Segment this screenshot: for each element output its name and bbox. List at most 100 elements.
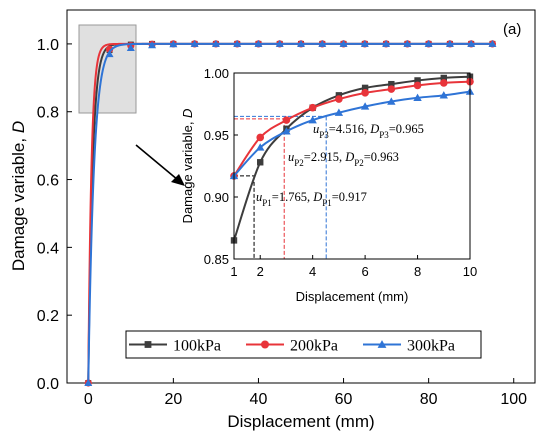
inset-x-axis-label: Displacement (mm)	[296, 289, 409, 304]
main-data-point	[126, 43, 135, 51]
inset-y-tick-label: 0.85	[204, 252, 229, 267]
main-y-tick-label: 0.8	[37, 105, 59, 122]
inset-x-tick-label: 8	[414, 264, 421, 279]
annotation-part: P2	[354, 158, 364, 168]
annotation-part: P3	[319, 130, 329, 140]
inset-x-tick-label: 1	[230, 264, 237, 279]
inset-annotation-label: uP2=2.915, DP2=0.963	[288, 150, 399, 168]
inset-data-point	[440, 74, 447, 82]
inset-series-line	[233, 90, 471, 177]
annotation-part: P2	[294, 158, 304, 168]
inset-y-tick-label: 1.00	[204, 66, 229, 81]
main-y-axis-label: Damage variable, D	[9, 121, 28, 271]
main-data-point	[403, 39, 412, 47]
legend-box	[125, 330, 482, 359]
inset-y-tick-label: 0.90	[204, 190, 229, 205]
main-data-point	[105, 50, 114, 58]
main-data-point	[339, 39, 348, 47]
inset-series-line	[233, 80, 471, 177]
main-data-point	[445, 39, 454, 47]
inset-x-tick-label: 4	[309, 264, 316, 279]
legend-swatch-marker	[377, 340, 387, 348]
main-data-point	[275, 39, 284, 47]
inset-y-axis-label-text: Damage variable,	[180, 118, 195, 224]
main-data-point	[211, 39, 220, 47]
main-y-tick-label: 0.4	[37, 240, 59, 257]
annotation-part: =2.915,	[304, 150, 345, 164]
annotation-part: =4.516,	[329, 122, 370, 136]
main-data-point	[233, 39, 242, 47]
inset-plot-frame	[233, 72, 471, 260]
inset-data-point	[387, 85, 396, 93]
main-data-point	[467, 39, 476, 47]
inset-data-point	[256, 143, 265, 151]
main-series-line	[87, 42, 493, 384]
main-plot-frame	[66, 9, 536, 384]
main-y-tick-label: 1.0	[37, 37, 59, 54]
inset-data-point	[413, 93, 422, 101]
main-axis-ticks: 0 20 40 60 80 100 0.0 0.2 0.4 0.6 0.8 1.0	[37, 37, 527, 408]
inset-data-point	[256, 133, 265, 142]
inset-data-point	[361, 84, 369, 92]
main-y-tick-label: 0.2	[37, 308, 59, 325]
main-data-point	[297, 39, 305, 47]
inset-y-tick-label: 0.95	[204, 128, 229, 143]
main-x-tick-label: 80	[420, 391, 438, 408]
inset-data-point	[414, 77, 421, 84]
annotation-part: u	[288, 150, 294, 164]
inset-annotation-label: uP3=4.516, DP3=0.965	[313, 122, 424, 140]
annotation-part: D	[369, 122, 379, 136]
inset-annotation-label: uP1=1.765, DP1=0.917	[256, 190, 367, 208]
main-data-point	[254, 39, 263, 47]
inset-data-point	[335, 95, 343, 103]
main-data-point	[190, 39, 199, 47]
inset-data-point	[308, 103, 317, 112]
inset-data-point	[387, 97, 396, 105]
annotation-part: =0.965	[389, 122, 424, 136]
main-x-tick-label: 0	[84, 391, 93, 408]
inset-y-axis-label-symbol: D	[180, 109, 195, 118]
main-y-axis-label-symbol: D	[9, 121, 28, 133]
inset-data-point	[388, 80, 395, 88]
inset-x-tick-label: 2	[257, 264, 264, 279]
main-y-tick-label: 0.6	[37, 173, 59, 190]
annotation-part: =0.917	[332, 190, 367, 204]
annotation-part: P3	[379, 130, 389, 140]
main-data-point	[360, 39, 369, 47]
annotation-part: P1	[262, 198, 272, 208]
inset-data-point	[439, 91, 448, 99]
legend: 100kPa 200kPa 300kPa	[129, 338, 455, 355]
inset-series-group	[229, 73, 475, 244]
main-data-point	[318, 39, 327, 47]
panel-label: (a)	[503, 21, 521, 38]
main-x-tick-label: 60	[335, 391, 353, 408]
main-y-tick-label: 0.0	[37, 376, 59, 393]
main-series-group	[84, 39, 497, 387]
main-data-point	[424, 39, 433, 47]
inset-x-tick-label: 6	[361, 264, 368, 279]
legend-label: 200kPa	[290, 338, 338, 355]
main-data-point	[382, 39, 391, 47]
inset-data-point	[413, 81, 422, 90]
zoom-arrow-head	[171, 174, 185, 186]
annotation-part: =0.963	[364, 150, 399, 164]
inset-data-point	[361, 89, 369, 97]
inset-data-point	[308, 115, 317, 124]
main-data-point	[148, 41, 157, 49]
annotation-part: =1.765,	[272, 190, 313, 204]
inset-data-point	[282, 127, 291, 135]
zoom-highlight-box	[78, 24, 137, 114]
inset-series-line	[233, 75, 471, 241]
main-y-axis-label-text: Damage variable,	[9, 133, 28, 271]
main-x-axis-label: Displacement (mm)	[227, 412, 374, 431]
inset-data-point	[360, 102, 370, 110]
inset-data-point	[334, 108, 344, 116]
legend-swatch-marker	[144, 341, 152, 348]
main-data-point	[169, 40, 178, 48]
legend-swatch-marker	[261, 340, 269, 349]
main-x-tick-label: 40	[250, 391, 268, 408]
legend-label: 100kPa	[173, 338, 221, 355]
main-data-point	[84, 379, 93, 386]
